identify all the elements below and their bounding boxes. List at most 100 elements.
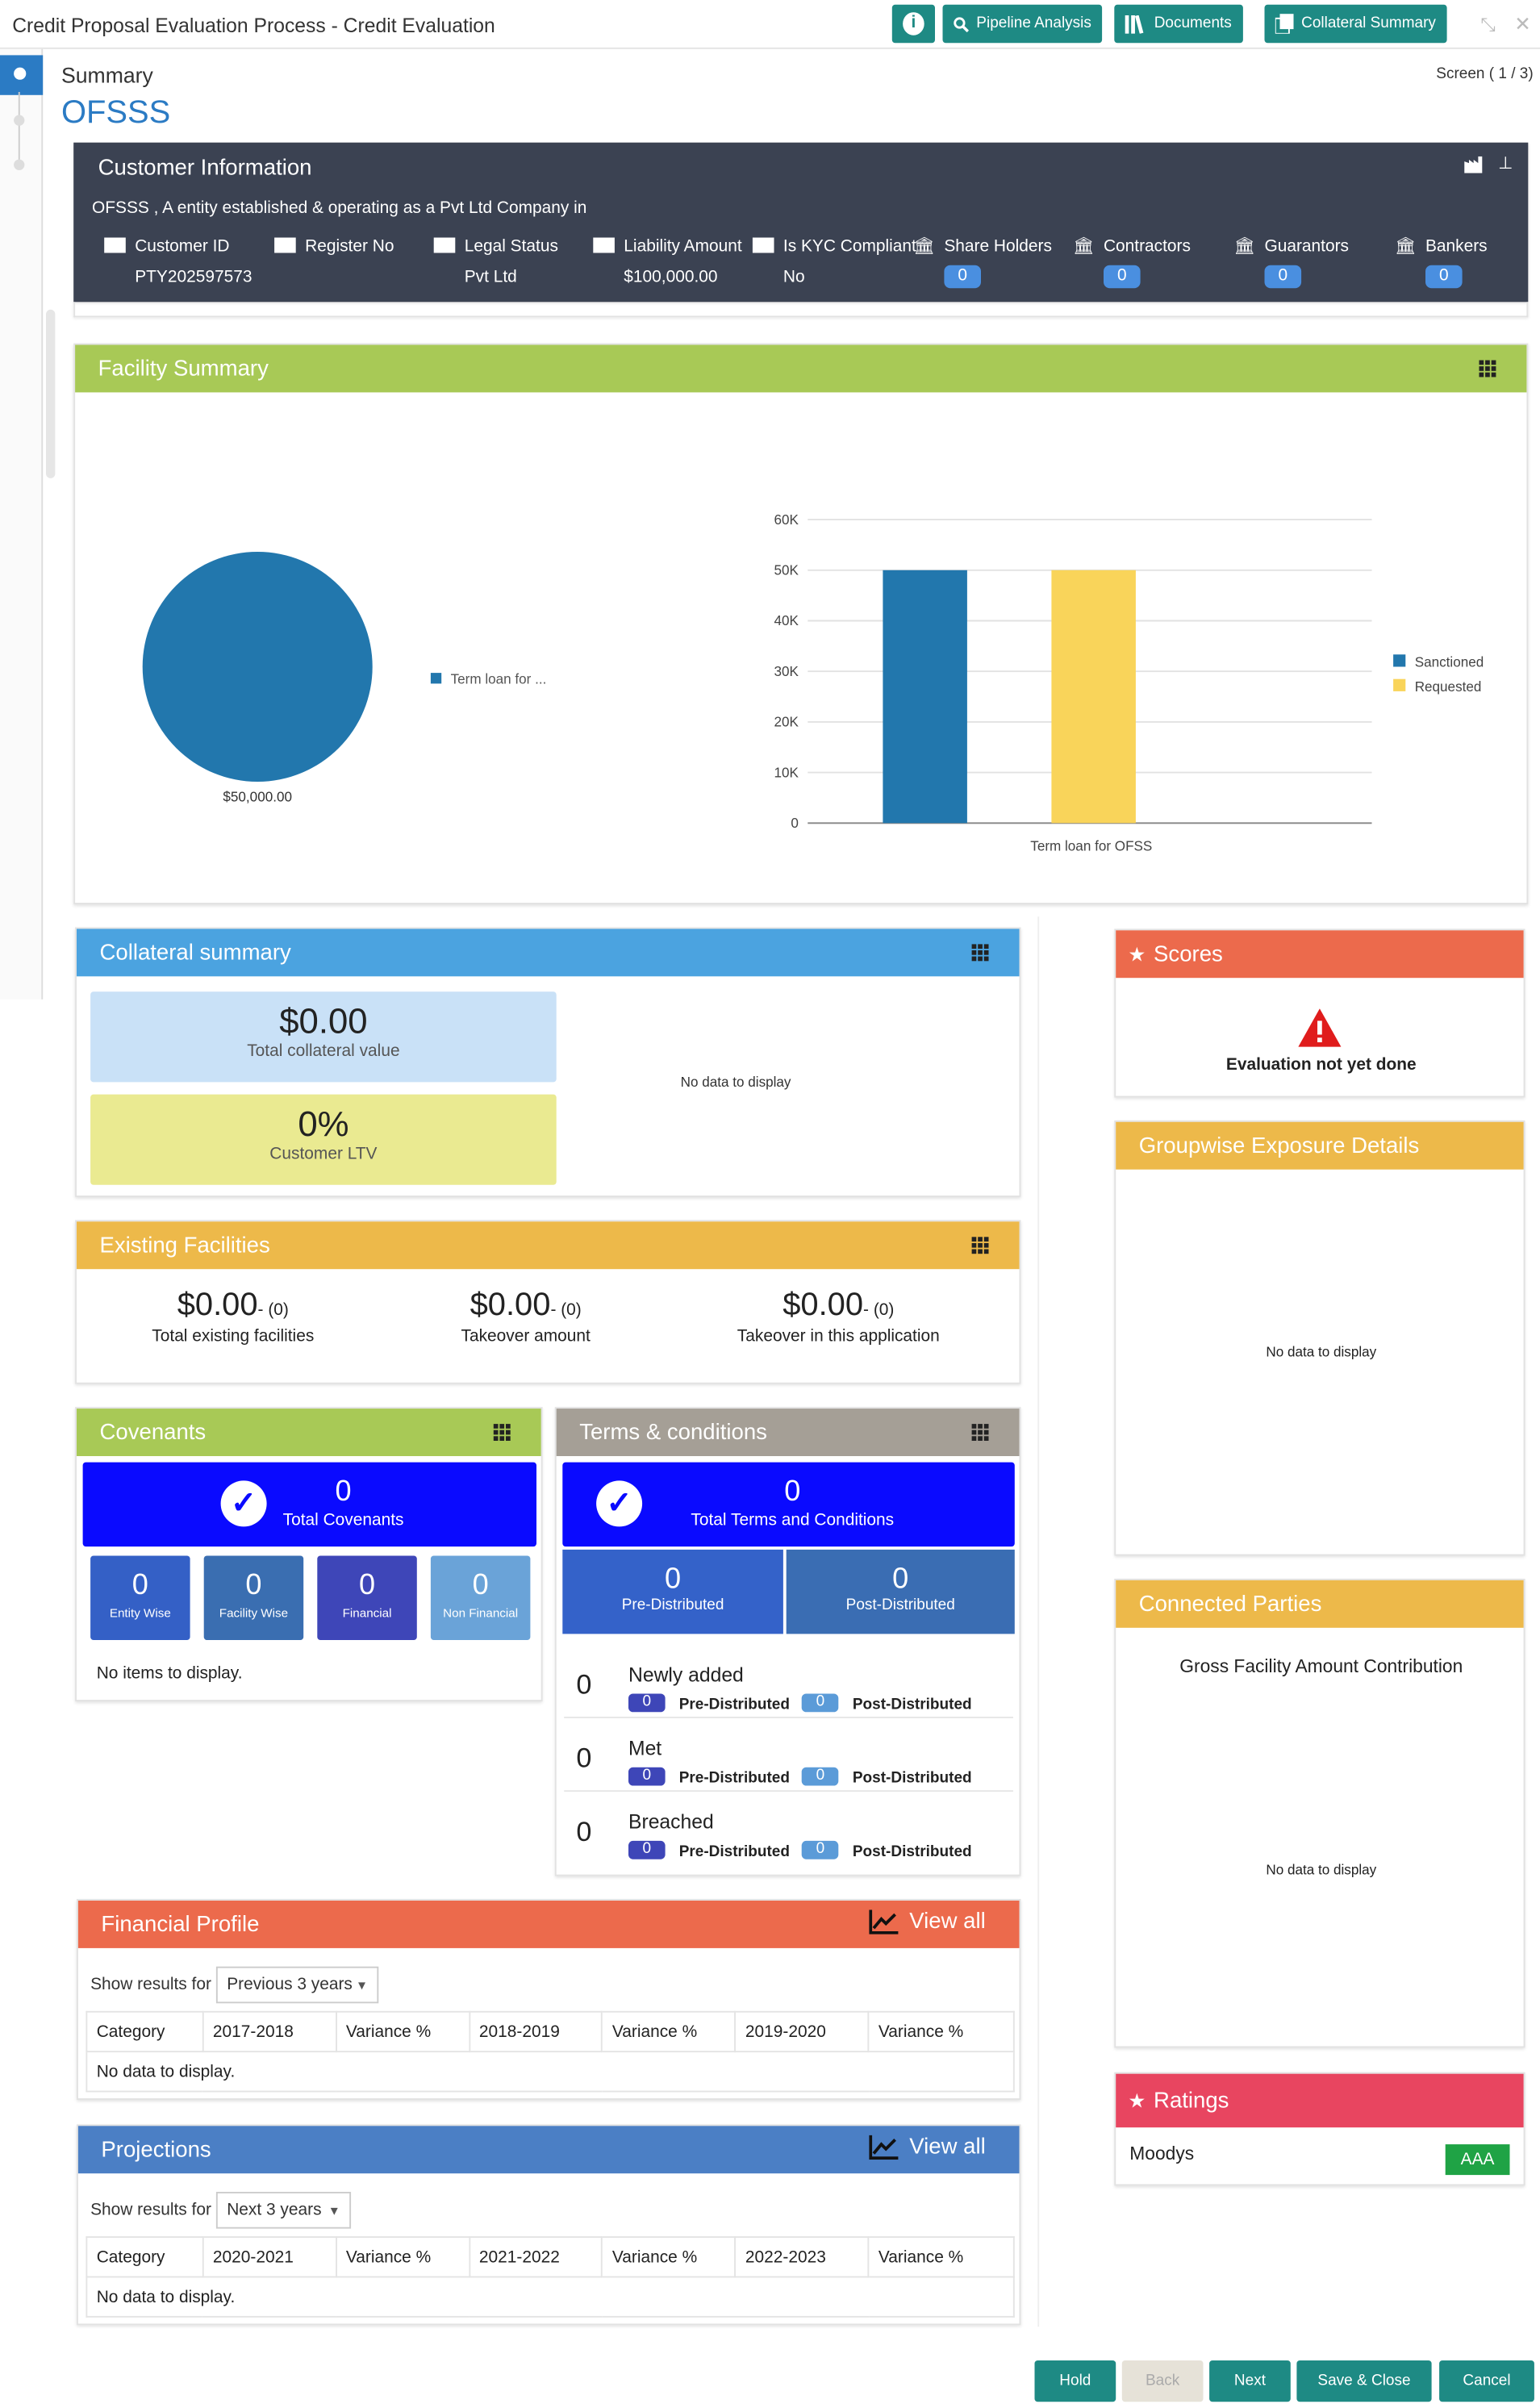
star-icon: ★ [1128, 2088, 1146, 2112]
grid-icon[interactable] [971, 1424, 989, 1441]
customer-count[interactable]: 🏛 Guarantors 0 [1234, 232, 1388, 289]
next-button[interactable]: Next [1209, 2360, 1291, 2402]
period-select-value: Previous 3 years [227, 1976, 353, 1994]
grid-icon[interactable] [1479, 360, 1496, 378]
groupwise-header: Groupwise Exposure Details [1116, 1121, 1524, 1170]
projection-period-select[interactable]: Next 3 years ▼ [215, 2192, 352, 2229]
bar-requested[interactable] [1051, 570, 1136, 824]
step-line [18, 92, 20, 169]
collapse-icon[interactable]: ⤡ [1480, 14, 1496, 35]
grid-icon[interactable] [971, 944, 989, 962]
column-header[interactable]: Category [86, 2010, 204, 2053]
hierarchy-icon[interactable]: ⊥ [1498, 154, 1513, 173]
facility-label: Takeover in this application [737, 1327, 940, 1346]
column-header[interactable]: 2020-2021 [202, 2236, 337, 2278]
covenant-type-tile[interactable]: 0 Financial [317, 1555, 417, 1640]
customer-count-label: Guarantors [1264, 237, 1349, 257]
total-collateral-tile: $0.00 Total collateral value [90, 991, 557, 1083]
legend-swatch [1393, 678, 1406, 691]
column-header[interactable]: Category [86, 2236, 204, 2278]
projections-view-all-link[interactable]: View all [869, 2135, 986, 2160]
pre-count-tag: 0 [628, 1693, 666, 1712]
column-header[interactable]: Variance % [867, 2010, 1015, 2053]
step-current[interactable] [0, 55, 44, 95]
hold-button[interactable]: Hold [1034, 2360, 1116, 2402]
column-header[interactable]: Variance % [601, 2236, 737, 2278]
pipeline-analysis-button[interactable]: Pipeline Analysis [942, 4, 1103, 44]
id-card-icon [274, 237, 296, 253]
post-label: Post-Distributed [852, 1843, 972, 1861]
customer-field-label: Register No [305, 237, 394, 257]
covenant-type-tile[interactable]: 0 Facility Wise [203, 1555, 304, 1640]
close-icon[interactable]: ✕ [1514, 12, 1531, 35]
documents-button[interactable]: Documents [1114, 4, 1243, 44]
groupwise-exposure-panel: Groupwise Exposure Details No data to di… [1114, 1120, 1525, 1556]
cancel-button[interactable]: Cancel [1439, 2360, 1534, 2402]
collateral-summary-button[interactable]: Collateral Summary [1264, 4, 1447, 44]
column-header[interactable]: 2017-2018 [202, 2010, 337, 2053]
column-header[interactable]: Variance % [335, 2010, 470, 2053]
customer-count-label: Share Holders [944, 237, 1052, 257]
total-covenants-tile[interactable]: ✓ 0 Total Covenants [82, 1462, 537, 1547]
info-icon: i [903, 12, 924, 35]
covenant-type-value: 0 [472, 1569, 489, 1602]
no-data-text: No data to display [1266, 1344, 1377, 1360]
facility-amount: $0.00 [177, 1288, 258, 1323]
facility-summary-panel: Facility Summary $50,000.00 Term loan for… [73, 343, 1529, 905]
warning-icon [1298, 1008, 1342, 1047]
total-terms-tile[interactable]: ✓ 0 Total Terms and Conditions [562, 1462, 1015, 1547]
post-distributed-tile[interactable]: 0 Post-Distributed [786, 1549, 1015, 1634]
terms-status-row[interactable]: 0 Met 0 Pre-Distributed 0 Post-Distributed [564, 1725, 1013, 1793]
covenant-type-tile[interactable]: 0 Entity Wise [90, 1555, 190, 1640]
step-dot-icon[interactable] [14, 115, 25, 126]
step-dot-icon[interactable] [14, 159, 25, 170]
connected-parties-panel: Connected Parties Gross Facility Amount … [1114, 1579, 1525, 2048]
y-tick-label: 60K [774, 512, 799, 528]
column-header[interactable]: 2021-2022 [468, 2236, 603, 2278]
factory-icon[interactable] [1464, 156, 1484, 173]
terms-status-count: 0 [576, 1742, 592, 1774]
column-header[interactable]: 2019-2020 [734, 2010, 870, 2053]
y-tick-label: 30K [774, 664, 799, 679]
column-header[interactable]: Variance % [335, 2236, 470, 2278]
legend-label[interactable]: Sanctioned [1415, 655, 1484, 670]
scrollbar[interactable] [46, 309, 56, 478]
legend-label[interactable]: Requested [1415, 679, 1482, 695]
column-header[interactable]: Variance % [601, 2010, 737, 2053]
pre-distributed-tile[interactable]: 0 Pre-Distributed [562, 1549, 783, 1634]
column-header[interactable]: 2018-2019 [468, 2010, 603, 2053]
customer-count[interactable]: 🏛 Share Holders 0 [913, 232, 1066, 289]
customer-field: Customer ID PTY202597573 [104, 232, 252, 286]
pie-legend-label[interactable]: Term loan for ... [451, 671, 547, 687]
customer-count-label: Contractors [1103, 237, 1191, 257]
existing-facilities-title: Existing Facilities [99, 1233, 270, 1258]
copy-icon [1275, 14, 1294, 34]
period-select[interactable]: Previous 3 years ▼ [215, 1966, 379, 2004]
pre-count-tag: 0 [628, 1840, 666, 1859]
customer-name: OFSSS [61, 94, 171, 131]
collateral-summary-panel: Collateral summary $0.00 Total collatera… [75, 927, 1021, 1197]
customer-count[interactable]: 🏛 Contractors 0 [1073, 232, 1226, 289]
terms-status-row[interactable]: 0 Newly added 0 Pre-Distributed 0 Post-Distri… [564, 1651, 1013, 1718]
covenant-type-tile[interactable]: 0 Non Financial [430, 1555, 531, 1640]
financial-view-all-link[interactable]: View all [869, 1909, 986, 1934]
grid-icon[interactable] [493, 1424, 511, 1441]
existing-facility-item: $0.00- (0) Takeover amount [373, 1288, 679, 1346]
grid-icon[interactable] [971, 1237, 989, 1254]
customer-count[interactable]: 🏛 Bankers 0 [1395, 232, 1540, 289]
groupwise-title: Groupwise Exposure Details [1138, 1133, 1420, 1158]
customer-field-label: Customer ID [135, 237, 230, 257]
id-card-icon [593, 237, 615, 253]
column-header[interactable]: Variance % [867, 2236, 1015, 2278]
info-button[interactable]: i [891, 4, 935, 44]
page-heading: Summary [61, 62, 153, 88]
back-button[interactable]: Back [1121, 2360, 1204, 2402]
pie-slice[interactable] [142, 552, 373, 782]
financial-profile-header: Financial Profile View all [77, 1901, 1020, 1948]
bar-sanctioned[interactable] [883, 570, 967, 824]
save-close-button[interactable]: Save & Close [1296, 2360, 1432, 2402]
terms-status-row[interactable]: 0 Breached 0 Pre-Distributed 0 Post-Distribut… [564, 1798, 1013, 1866]
scores-title: Scores [1154, 941, 1223, 966]
column-header[interactable]: 2022-2023 [734, 2236, 870, 2278]
terms-status-breakdown: 0 Pre-Distributed 0 Post-Distributed [628, 1836, 972, 1864]
